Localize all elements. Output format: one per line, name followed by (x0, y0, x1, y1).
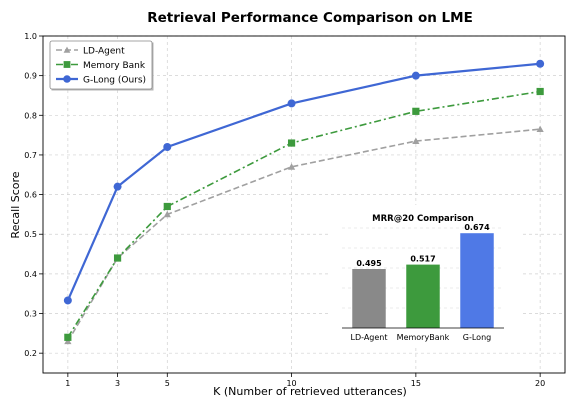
y-tick-label: 0.8 (24, 111, 37, 120)
y-tick-label: 0.5 (24, 230, 37, 239)
legend-marker-memory-bank (63, 61, 71, 68)
inset-title: MRR@20 Comparison (372, 214, 474, 224)
inset-value-label-ld-agent: 0.495 (356, 259, 382, 268)
inset-category-label-ld-agent: LD-Agent (350, 333, 387, 342)
data-point-ld-agent (64, 337, 72, 345)
x-tick-label: 15 (411, 379, 421, 388)
main-series (63, 59, 545, 345)
legend-marker-ld-agent (63, 46, 71, 53)
x-tick-label: 20 (535, 379, 545, 388)
x-tick-label: 5 (165, 379, 170, 388)
legend-label-ld-agent: LD-Agent (83, 47, 125, 57)
legend-box (49, 40, 153, 90)
data-point-memory-bank (536, 87, 544, 96)
inset-category-label-memorybank: MemoryBank (397, 333, 450, 342)
inset-bar-chart: MRR@20 Comparison 0.495 LD-Agent 0.517 Memor… (330, 205, 520, 347)
data-point-ld-agent (163, 210, 171, 218)
data-point-g-long-ours (536, 59, 545, 68)
y-tick-label: 0.3 (24, 310, 37, 319)
data-point-g-long-ours (411, 71, 420, 80)
y-tick-label: 0.7 (24, 151, 37, 160)
series-line-memory-bank (67, 90, 541, 338)
y-tick-label: 0.2 (24, 349, 37, 358)
x-tick-label: 3 (115, 379, 120, 388)
data-point-ld-agent (536, 125, 544, 133)
inset-bar-ld-agent (352, 269, 386, 328)
data-point-g-long-ours (287, 99, 296, 108)
y-tick-label: 1.0 (24, 32, 37, 41)
data-point-g-long-ours (163, 143, 172, 152)
legend: LD-Agent Memory Bank G-Long (Ours) (49, 40, 154, 91)
y-axis-label: Recall Score (9, 171, 22, 238)
inset-value-label-g-long: 0.674 (464, 223, 490, 232)
y-tick-label: 0.4 (24, 270, 37, 279)
data-point-ld-agent (412, 137, 420, 144)
inset-value-label-memorybank: 0.517 (410, 255, 435, 264)
x-tick-label: 10 (286, 379, 296, 388)
series-line-g-long-ours (66, 62, 541, 301)
data-point-memory-bank (287, 139, 296, 147)
data-point-memory-bank (412, 107, 420, 115)
data-point-ld-agent (287, 163, 296, 170)
x-axis-label: K (Number of retrieved utterances) (213, 385, 407, 398)
legend-marker-g-long-ours (63, 75, 71, 83)
data-point-memory-bank (113, 254, 122, 262)
y-tick-label: 0.9 (24, 72, 37, 81)
chart-title: Retrieval Performance Comparison on LME (147, 10, 473, 26)
legend-label-g-long-ours: G-Long (Ours) (83, 76, 146, 86)
data-point-memory-bank (163, 202, 171, 211)
series-line-ld-agent (67, 128, 541, 342)
legend-label-memory-bank: Memory Bank (83, 61, 146, 71)
inset-category-label-g-long: G-Long (463, 333, 491, 342)
inset-bar-memorybank (406, 264, 440, 328)
data-point-g-long-ours (113, 182, 122, 191)
data-point-memory-bank (64, 333, 72, 341)
data-point-g-long-ours (63, 296, 72, 305)
inset-bar-g-long (460, 233, 494, 328)
main-axes: 0.2 0.3 0.4 0.5 0.6 0.7 0.8 0.9 1.0 1 3 5 10 15 20 (24, 32, 545, 388)
main-plot-frame (42, 35, 566, 374)
x-tick-label: 1 (65, 379, 70, 388)
y-tick-label: 0.6 (24, 191, 37, 200)
